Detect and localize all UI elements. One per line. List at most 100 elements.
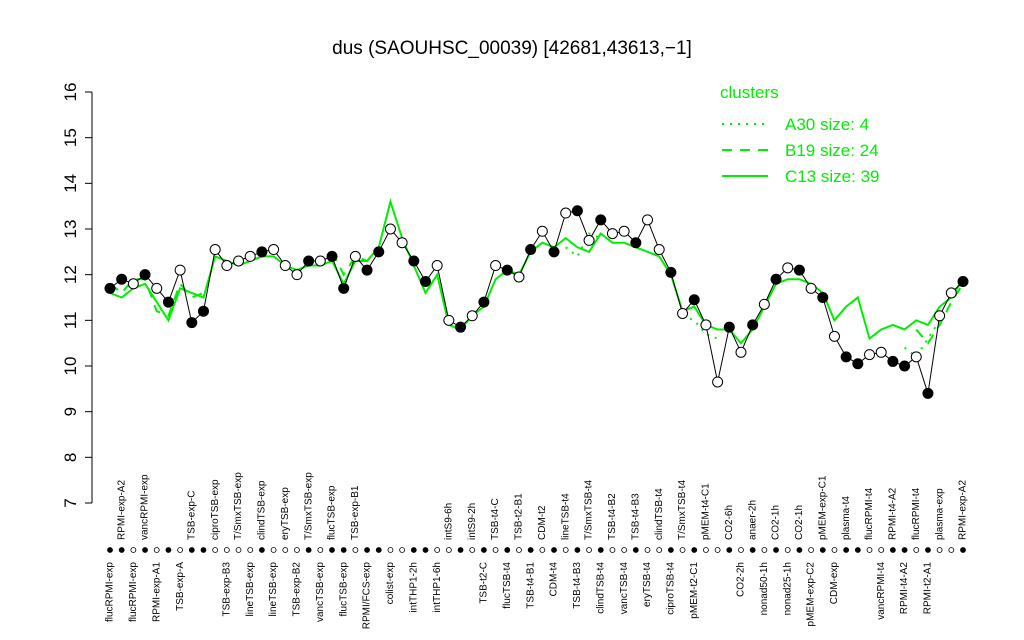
rug-point — [352, 547, 359, 553]
x-tick-label: flucRPMI-exp — [128, 562, 139, 622]
data-point — [793, 264, 805, 276]
data-point — [922, 387, 934, 399]
rug-point — [539, 547, 546, 553]
x-tick-label: flucTSB-t4 — [502, 562, 513, 609]
data-point — [536, 225, 548, 237]
rug-point — [901, 547, 908, 553]
chart-title: dus (SAOUHSC_00039) [42681,43613,−1] — [332, 38, 692, 59]
data-point — [478, 296, 490, 308]
rug-point — [679, 547, 686, 553]
data-point — [700, 319, 712, 331]
data-point — [431, 260, 443, 272]
y-tick-label: 11 — [61, 312, 80, 330]
rug-point — [925, 547, 931, 553]
x-tick-label: clindTSB-t4 — [654, 488, 665, 540]
rug-point — [819, 547, 826, 553]
rug-point — [773, 547, 779, 553]
data-point — [186, 317, 198, 329]
rug-point — [936, 547, 943, 553]
data-point — [840, 351, 852, 363]
x-tick-label: intS9-2h — [467, 503, 478, 540]
data-point — [139, 269, 151, 281]
rug-point — [738, 547, 744, 553]
rug-point — [644, 547, 651, 553]
data-point — [361, 264, 373, 276]
data-point — [279, 260, 291, 272]
x-tick-label: lineTSB-exp — [268, 562, 279, 617]
x-tick-label: CO2-2h — [736, 562, 747, 597]
data-point — [595, 214, 607, 226]
x-tick-label: eryTSB-t4 — [642, 562, 653, 607]
data-point — [945, 287, 957, 299]
data-point — [268, 244, 280, 256]
rug-point — [574, 547, 581, 553]
rug-point — [516, 547, 522, 553]
x-tick-label: flucTSB-exp — [327, 485, 338, 540]
x-tick-label: CO2-1h — [794, 505, 805, 540]
rug-point — [118, 547, 125, 553]
rug-point — [340, 547, 347, 553]
rug-point — [878, 547, 885, 553]
data-point — [174, 264, 186, 276]
x-tick-label: T/SmxTSB-exp — [303, 472, 314, 540]
rug-point — [223, 547, 230, 553]
rug-point — [130, 547, 137, 553]
rug-point — [691, 547, 698, 553]
x-tick-label: RPMI-t2-A1 — [923, 562, 934, 615]
data-point — [419, 276, 431, 288]
rug-point — [387, 547, 394, 553]
x-tick-label: intTHP1-2h — [408, 562, 419, 613]
y-tick-label: 13 — [61, 220, 80, 239]
data-point — [957, 276, 969, 288]
data-point — [127, 278, 139, 290]
x-tick-label: intS9-6h — [444, 503, 455, 540]
rug-point — [714, 547, 721, 553]
rug-point — [107, 547, 113, 553]
rug-point — [270, 547, 277, 553]
x-tick-label: CDM-t4 — [549, 562, 560, 597]
rug-point — [632, 547, 639, 553]
x-tick-label: plasma-exp — [934, 488, 945, 540]
rug-point — [960, 547, 966, 553]
rug-point — [469, 547, 476, 553]
legend-label: B19 size: 24 — [785, 141, 879, 160]
rug-point — [749, 547, 756, 553]
data-point — [162, 296, 174, 308]
data-point — [735, 346, 747, 358]
x-tick-label: T/SmxTSB-t4 — [677, 480, 688, 540]
data-point — [653, 244, 665, 256]
data-point — [723, 321, 735, 333]
rug-point — [200, 547, 207, 553]
x-tick-label: TSB-t4-B1 — [525, 562, 536, 609]
rug-point — [761, 547, 768, 553]
data-point — [104, 282, 116, 294]
data-point — [197, 305, 209, 317]
x-tick-label: vancRPMI-t4 — [876, 562, 887, 620]
data-point — [630, 237, 642, 249]
rug-point — [259, 547, 265, 553]
x-tick-label: TSB-exp-B2 — [292, 562, 303, 617]
legend-title: clusters — [720, 83, 779, 102]
data-point — [501, 264, 513, 276]
rug-point — [434, 547, 441, 553]
rug-point — [726, 547, 733, 553]
x-tick-label: clindTSB-exp — [257, 480, 268, 540]
rug-point — [843, 547, 850, 553]
rug-point — [866, 547, 873, 553]
x-tick-label: TSB-t2-C — [479, 562, 490, 604]
rug-point — [317, 547, 324, 553]
x-tick-label: TSB-t4-B3 — [572, 562, 583, 609]
x-tick-label: pMEM-exp-C1 — [817, 475, 828, 540]
x-tick-label: RPMI-t4-A2 — [899, 562, 910, 615]
x-tick-label: vancTSB-t4 — [619, 562, 630, 615]
rug-point — [294, 547, 300, 553]
x-tick-label: nonad50-1h — [759, 562, 770, 615]
rug-point — [562, 547, 569, 553]
rug-point — [422, 547, 429, 553]
x-tick-label: RPMI-exp-A1 — [151, 562, 162, 622]
y-tick-label: 16 — [61, 83, 80, 102]
data-point — [571, 205, 583, 217]
data-point — [560, 207, 572, 219]
data-point — [817, 292, 829, 303]
